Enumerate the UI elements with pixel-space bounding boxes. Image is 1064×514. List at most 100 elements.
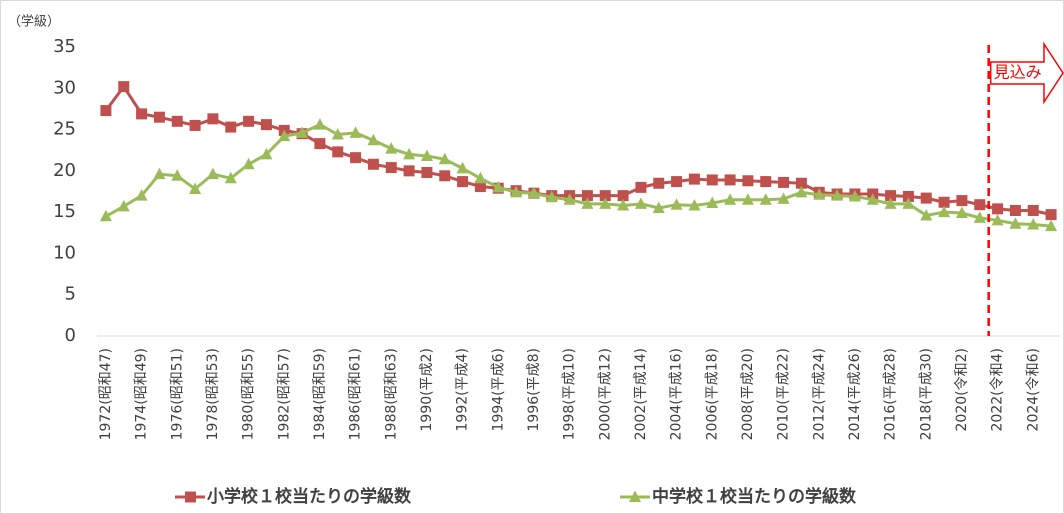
marker [795,185,808,198]
marker [350,152,362,164]
marker [456,161,469,174]
marker [991,213,1004,226]
marker [920,192,932,204]
marker [635,181,647,193]
marker [492,180,505,193]
x-tick-label: 2004(平成16) [669,348,685,440]
y-tick-label: 0 [65,325,76,346]
marker [117,199,130,212]
marker [634,197,647,209]
marker [671,176,683,188]
marker [1009,204,1021,216]
marker [581,190,593,202]
x-tick-label: 2016(平成28) [883,348,899,440]
marker [296,126,309,138]
marker [688,173,700,185]
marker [332,146,344,158]
marker [992,203,1004,215]
marker [777,192,790,204]
x-tick-label: 2020(令和2) [954,348,970,431]
marker [385,162,397,174]
x-tick-label: 1988(昭和63) [383,348,399,440]
marker [760,176,772,188]
x-tick-label: 2010(平成22) [776,348,792,440]
marker [795,177,807,189]
marker [938,205,951,218]
y-tick-label: 15 [53,201,76,222]
marker [225,121,237,133]
marker [314,138,326,150]
marker [313,118,326,130]
x-tick-label: 1994(平成6) [490,348,506,431]
marker [742,175,754,187]
marker [741,193,754,205]
marker [207,113,219,125]
marker [1045,209,1057,221]
marker [599,190,611,202]
marker [224,171,237,184]
marker [545,190,558,203]
x-tick-label: 1972(昭和47) [98,348,114,440]
marker [1027,218,1040,230]
marker [724,174,736,186]
marker [831,189,844,201]
marker [118,81,130,93]
forecast-arrow [989,41,1064,105]
marker [260,147,273,160]
x-tick-label: 1974(昭和49) [134,348,150,440]
marker [331,128,344,140]
marker [599,197,612,209]
marker [403,165,415,177]
x-tick-label: 1998(平成10) [562,348,578,440]
marker [474,171,487,184]
x-tick-label: 1992(平成4) [455,348,471,431]
marker [955,206,968,218]
legend-label: 小学校１校当たりの学級数 [207,486,412,507]
y-tick-label: 5 [65,284,76,305]
marker [136,108,148,120]
forecast-label: 見込み [994,63,1042,82]
marker [474,181,486,193]
marker [778,176,790,188]
marker [100,105,112,117]
marker [1009,217,1022,229]
marker [421,167,433,179]
marker [956,195,968,207]
marker [189,182,202,195]
marker [653,177,665,189]
marker [171,115,183,127]
marker [974,199,986,211]
x-tick-label: 2014(平成26) [847,348,863,440]
y-tick-label: 10 [53,242,76,263]
marker [902,197,915,209]
x-tick-label: 2006(平成18) [704,348,720,440]
legend-label: 中学校１校当たりの学級数 [652,486,857,507]
marker [724,193,737,205]
marker [260,119,272,131]
marker [367,133,380,146]
y-tick-label: 35 [53,36,76,57]
marker [848,189,861,202]
x-tick-label: 2024(令和6) [1025,348,1041,431]
marker [403,147,416,160]
y-tick-label: 25 [53,119,76,140]
marker [171,169,184,181]
marker [189,119,201,131]
marker [813,188,826,200]
marker [153,167,166,180]
marker [420,149,433,161]
x-tick-label: 2008(平成20) [740,348,756,440]
x-tick-label: 2022(令和4) [990,348,1006,431]
x-tick-label: 2018(平成30) [918,348,934,440]
legend-marker [185,491,196,503]
marker [706,196,719,209]
x-tick-label: 1984(昭和59) [312,348,328,440]
y-unit-label: （学級） [8,14,60,30]
marker [438,152,451,165]
marker [242,157,255,170]
marker [706,174,718,186]
marker [349,126,362,138]
legend-marker [629,490,641,502]
